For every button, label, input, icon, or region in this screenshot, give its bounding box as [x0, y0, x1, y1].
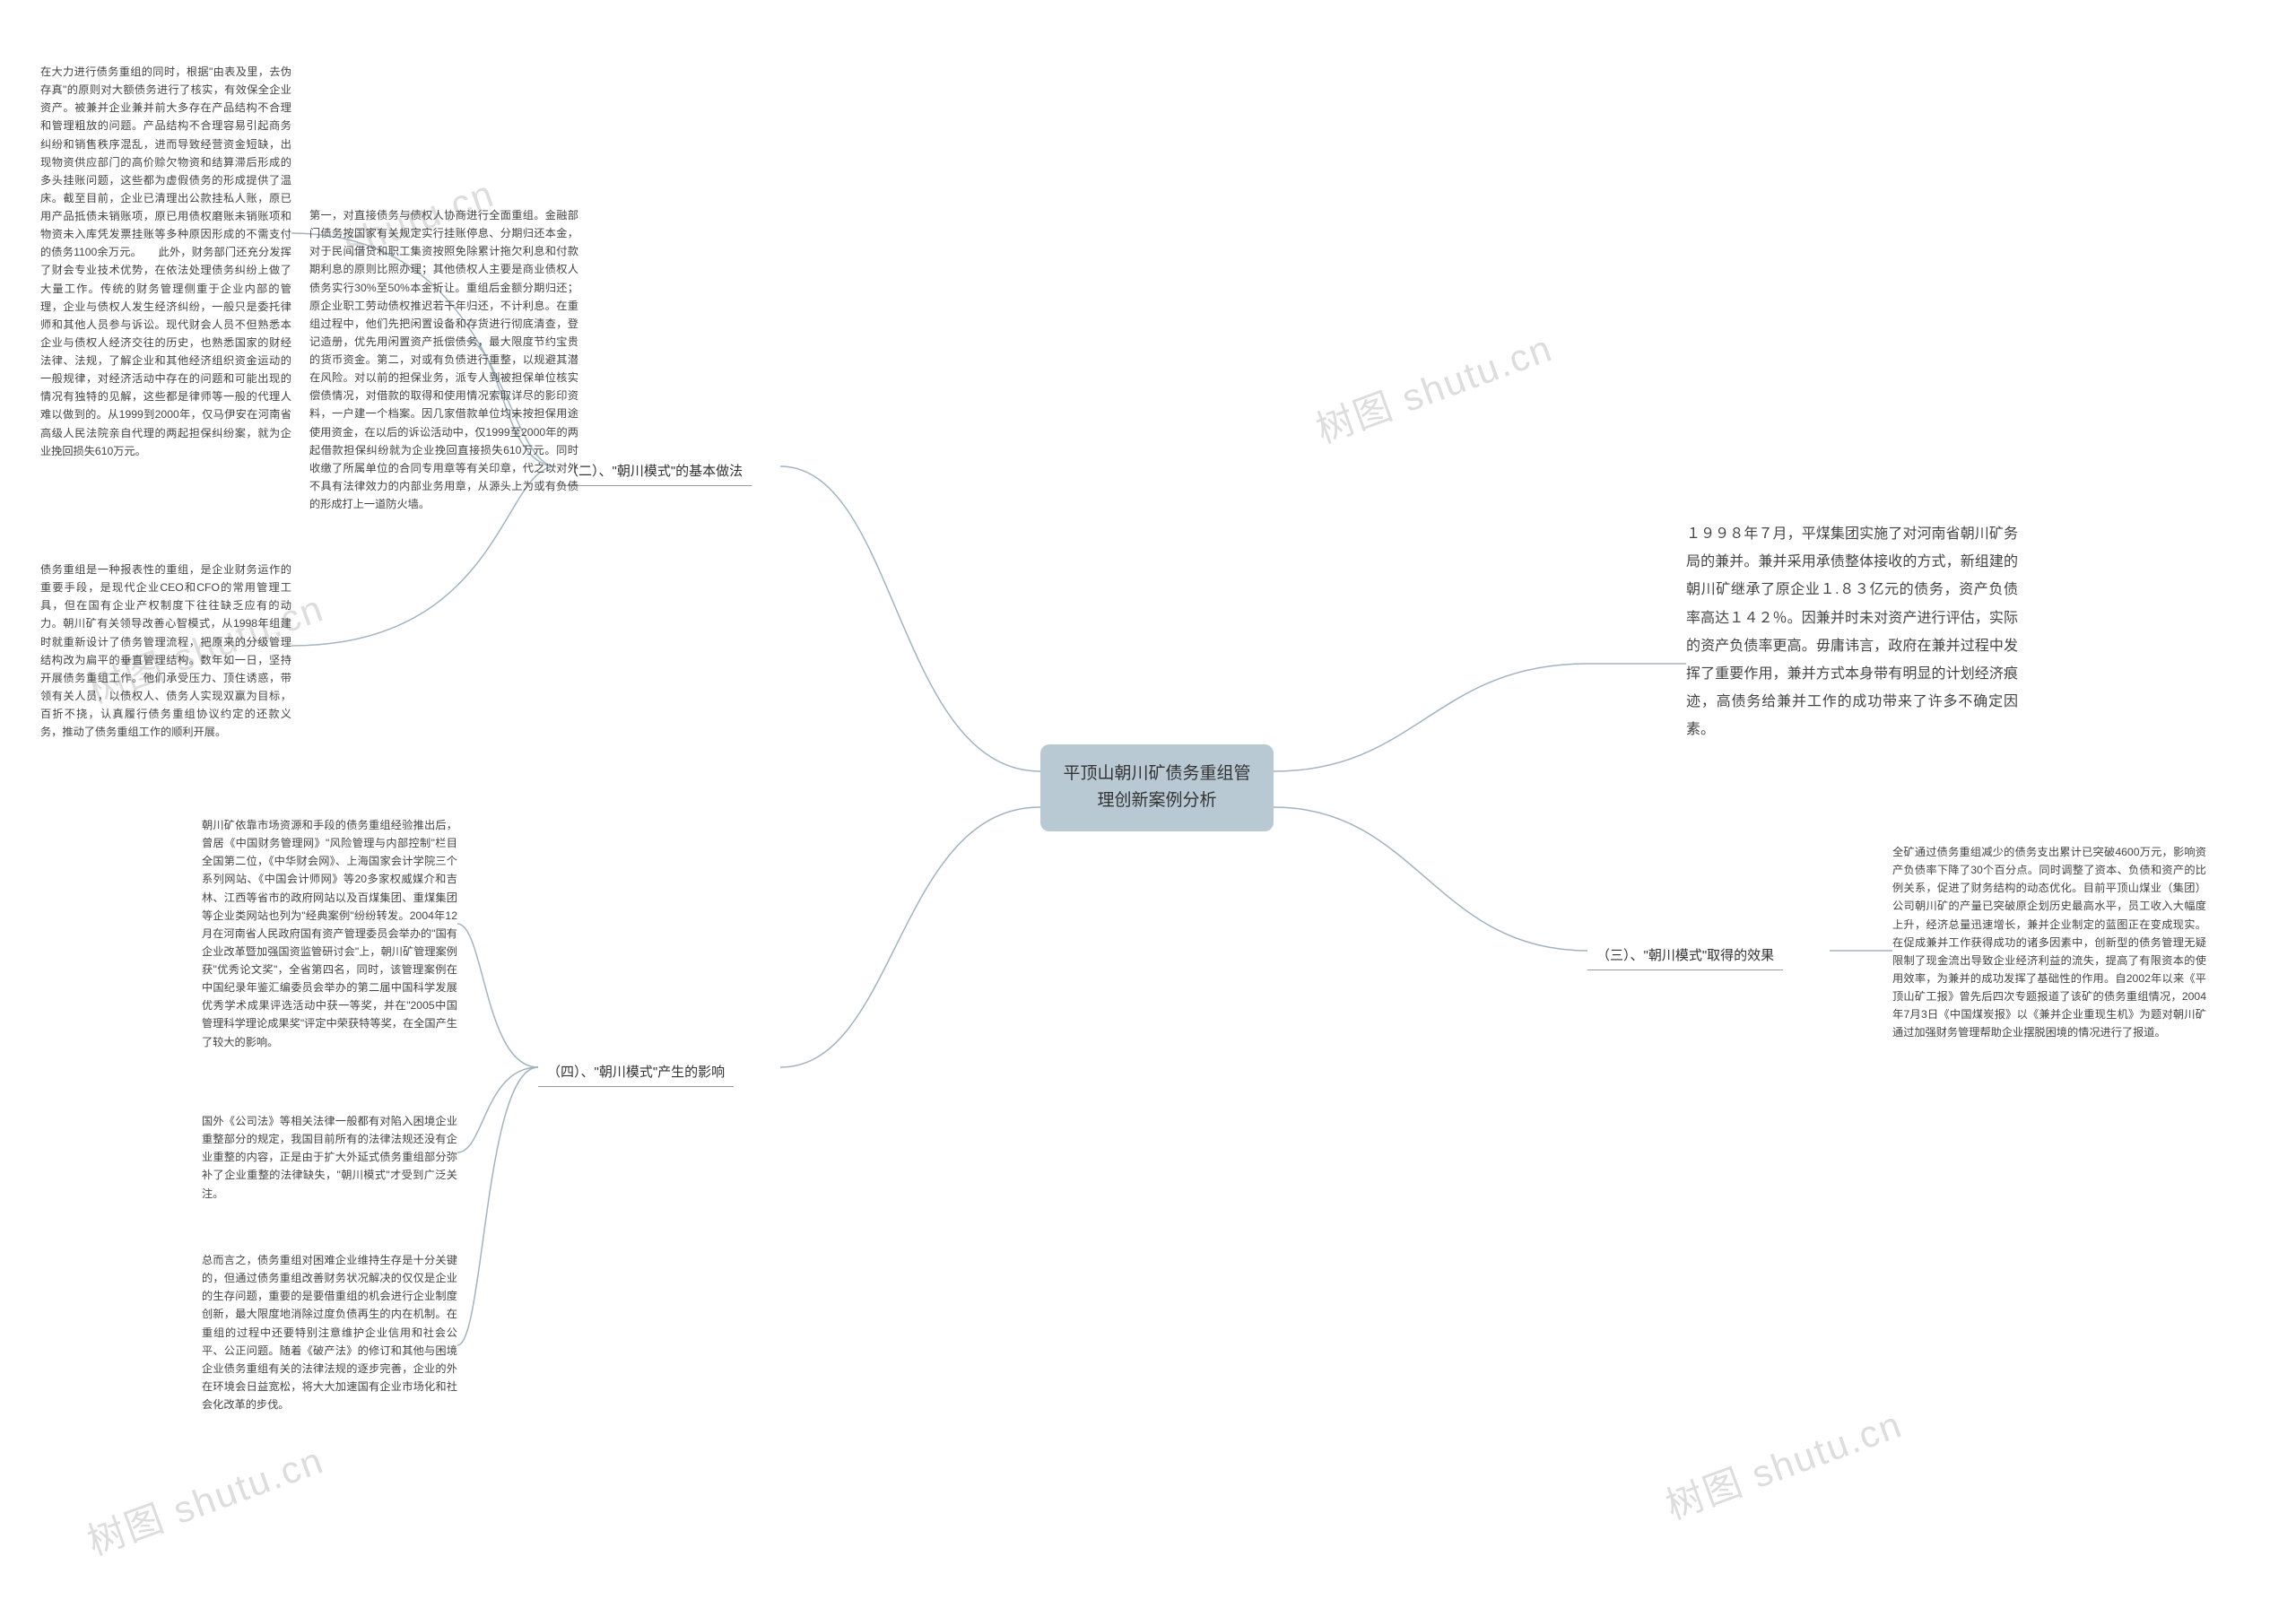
watermark: 树图 shutu.cn: [1657, 1395, 1909, 1531]
watermark: 树图 shutu.cn: [79, 1430, 331, 1567]
watermark: 树图 shutu.cn: [1308, 318, 1560, 455]
content-intro: １９９８年７月，平煤集团实施了对河南省朝川矿务局的兼并。兼并采用承债整体接收的方…: [1686, 520, 2018, 744]
center-topic: 平顶山朝川矿债务重组管理创新案例分析: [1040, 744, 1274, 831]
branch-label-effects: （三）、"朝川模式"取得的效果: [1587, 940, 1783, 970]
branch-label-methods: （二）、"朝川模式"的基本做法: [556, 456, 752, 486]
content-effects: 全矿通过债务重组减少的债务支出累计已突破4600万元，影响资产负债率下降了30个…: [1892, 843, 2206, 1041]
content-impact-summary: 总而言之，债务重组对困难企业维持生存是十分关键的，但通过债务重组改善财务状况解决…: [202, 1251, 457, 1413]
content-impact-law: 国外《公司法》等相关法律一般都有对陷入困境企业重整部分的规定，我国目前所有的法律…: [202, 1112, 457, 1203]
content-methods-main: 第一，对直接债务与债权人协商进行全面重组。金融部门债务按国家有关规定实行挂账停息…: [309, 206, 578, 513]
content-methods-restructure: 债务重组是一种报表性的重组，是企业财务运作的重要手段，是现代企业CEO和CFO的…: [40, 561, 291, 741]
content-methods-verify: 在大力进行债务重组的同时，根据"由表及里，去伪存真"的原则对大额债务进行了核实，…: [40, 63, 291, 460]
branch-label-impact: （四）、"朝川模式"产生的影响: [538, 1057, 734, 1087]
content-impact-media: 朝川矿依靠市场资源和手段的债务重组经验推出后，曾居《中国财务管理网》"风险管理与…: [202, 816, 457, 1051]
